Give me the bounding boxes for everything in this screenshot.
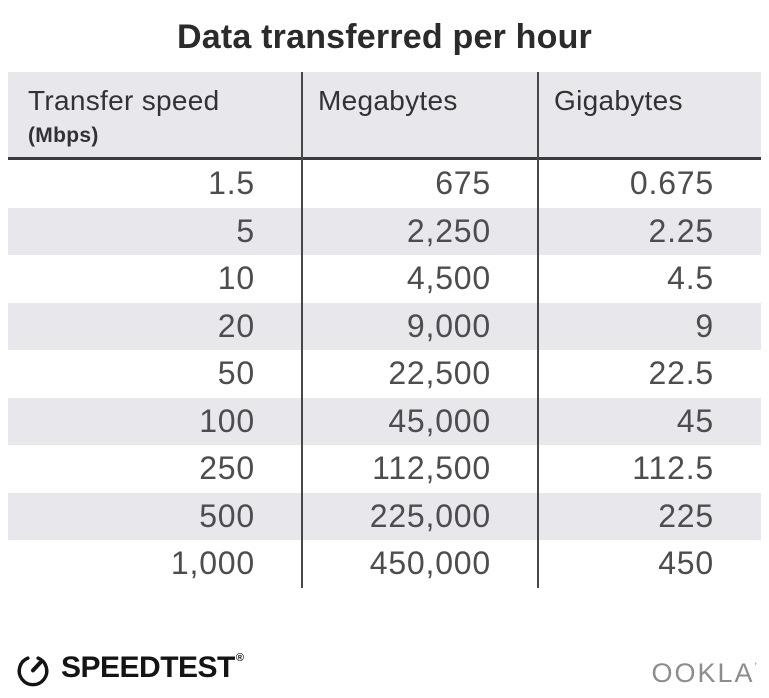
page-title: Data transferred per hour [177, 18, 592, 56]
column-divider-1 [301, 72, 303, 588]
table-row: 20 9,000 9 [8, 302, 761, 350]
gigabytes-cell: 45 [676, 402, 714, 439]
megabytes-cell: 45,000 [388, 402, 491, 439]
table-header-row: Transfer speed (Mbps) Megabytes Gigabyte… [8, 72, 761, 157]
header-cell-gigabytes: Gigabytes [538, 72, 761, 157]
megabytes-cell: 2,250 [406, 212, 491, 249]
gigabytes-cell: 225 [658, 497, 714, 534]
table-row: 500 225,000 225 [8, 492, 761, 540]
ookla-logo: OOKLA’ [652, 657, 758, 695]
speed-cell: 10 [217, 260, 255, 297]
column-divider-2 [537, 72, 539, 588]
speedtest-gauge-icon [14, 649, 52, 687]
megabytes-cell: 675 [435, 165, 491, 202]
table-row: 250 112,500 112.5 [8, 445, 761, 493]
table-row: 100 45,000 45 [8, 397, 761, 445]
header-label: Transfer speed [28, 85, 220, 116]
gigabytes-cell: 2.25 [648, 212, 714, 249]
header-divider-rule [8, 157, 761, 160]
ookla-trademark-mark: ’ [754, 661, 757, 673]
megabytes-cell: 4,500 [406, 260, 491, 297]
speed-cell: 5 [236, 212, 255, 249]
table-row: 1,000 450,000 450 [8, 540, 761, 588]
speed-cell: 100 [199, 402, 255, 439]
speed-cell: 250 [199, 450, 255, 487]
gigabytes-cell: 22.5 [648, 355, 714, 392]
gigabytes-cell: 450 [658, 545, 714, 582]
speedtest-logo: SPEEDTEST® [14, 649, 244, 687]
speed-cell: 20 [217, 307, 255, 344]
megabytes-cell: 9,000 [406, 307, 491, 344]
header-cell-transfer-speed: Transfer speed (Mbps) [8, 72, 302, 157]
table-body: 1.5 675 0.675 5 2,250 2.25 10 4,500 4.5 20 9,000 9 5… [8, 160, 761, 588]
table-row: 5 2,250 2.25 [8, 207, 761, 255]
gigabytes-cell: 0.675 [629, 165, 714, 202]
table-row: 10 4,500 4.5 [8, 255, 761, 303]
table-row: 50 22,500 22.5 [8, 350, 761, 398]
speedtest-wordmark: SPEEDTEST® [61, 651, 244, 684]
megabytes-cell: 225,000 [369, 497, 491, 534]
registered-trademark-mark: ® [235, 652, 244, 664]
data-table: Transfer speed (Mbps) Megabytes Gigabyte… [8, 72, 761, 588]
gigabytes-cell: 9 [695, 307, 714, 344]
gigabytes-cell: 4.5 [667, 260, 714, 297]
header-sublabel-units: (Mbps) [28, 124, 99, 147]
speed-cell: 50 [217, 355, 255, 392]
speed-cell: 500 [199, 497, 255, 534]
megabytes-cell: 450,000 [369, 545, 491, 582]
speed-cell: 1,000 [170, 545, 255, 582]
speed-cell: 1.5 [208, 165, 255, 202]
table-row: 1.5 675 0.675 [8, 160, 761, 208]
header-label: Megabytes [318, 85, 458, 116]
megabytes-cell: 22,500 [388, 355, 491, 392]
megabytes-cell: 112,500 [372, 450, 491, 487]
header-cell-megabytes: Megabytes [302, 72, 538, 157]
ookla-wordmark: OOKLA [651, 658, 755, 688]
gigabytes-cell: 112.5 [632, 450, 714, 487]
header-label: Gigabytes [554, 85, 683, 116]
